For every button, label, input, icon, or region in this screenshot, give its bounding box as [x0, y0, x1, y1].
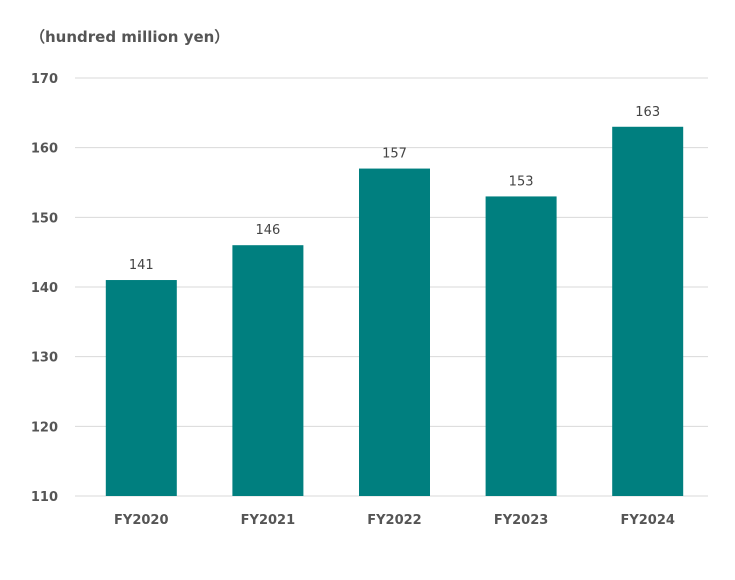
y-tick-label: 140	[31, 281, 58, 296]
x-tick-label: FY2020	[114, 513, 168, 528]
x-tick-label: FY2021	[241, 513, 295, 528]
data-label: 163	[635, 105, 660, 120]
y-tick-label: 110	[31, 490, 58, 505]
bar-fy2022	[359, 168, 430, 497]
y-axis-unit-label: （hundred million yen）	[30, 28, 230, 46]
data-label: 157	[382, 147, 407, 162]
x-tick-label: FY2022	[367, 513, 421, 528]
bar-fy2021	[232, 245, 304, 496]
x-tick-label: FY2023	[494, 513, 548, 528]
data-label: 146	[255, 223, 280, 238]
y-tick-label: 130	[31, 351, 58, 366]
x-tick-label: FY2024	[620, 513, 674, 528]
y-tick-label: 120	[31, 420, 58, 435]
data-label: 141	[129, 258, 154, 273]
y-tick-label: 160	[31, 142, 58, 157]
y-tick-label: 150	[31, 211, 58, 226]
bar-fy2024	[612, 126, 684, 497]
data-label: 153	[509, 174, 534, 189]
bar-fy2020	[105, 280, 177, 496]
y-tick-label: 170	[31, 72, 58, 87]
bar-fy2023	[485, 196, 557, 496]
